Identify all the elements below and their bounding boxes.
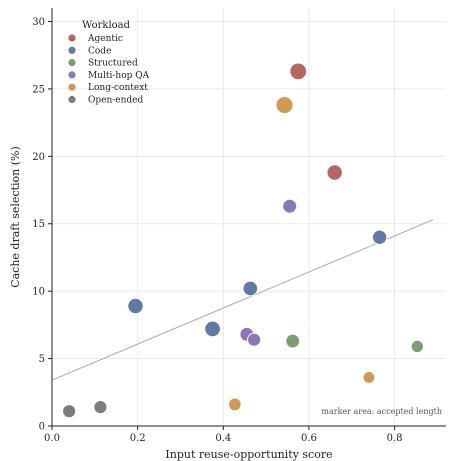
y-tick-label: 0 [39, 422, 45, 433]
ticks: 0.0 0.2 0.4 0.6 0.8 0 5 10 15 20 25 30 [32, 17, 402, 444]
legend-label: Agentic [87, 34, 123, 44]
x-tick-label: 0.2 [130, 433, 146, 444]
point-open-ended-0 [63, 405, 76, 418]
legend-label: Multi-hop QA [88, 71, 150, 81]
point-code-3 [372, 230, 386, 244]
point-agentic-1 [327, 165, 342, 180]
point-long-context-1 [228, 398, 241, 411]
point-multi-hop-qa-2 [283, 199, 297, 213]
x-tick-label: 0.8 [387, 433, 403, 444]
y-axis-label: Cache draft selection (%) [9, 146, 22, 288]
y-tick-label: 10 [32, 287, 45, 298]
legend-marker [68, 71, 75, 78]
legend-marker [68, 84, 75, 91]
point-long-context-0 [276, 97, 293, 114]
point-multi-hop-qa-1 [248, 333, 261, 346]
point-code-1 [205, 321, 221, 337]
legend-marker [68, 47, 75, 54]
point-open-ended-1 [94, 401, 107, 414]
data-points [63, 63, 424, 418]
legend-label: Long-context [88, 83, 148, 93]
legend-label: Structured [88, 59, 138, 69]
point-agentic-0 [290, 63, 307, 80]
y-tick-label: 15 [32, 219, 45, 230]
legend-marker [68, 59, 75, 66]
point-long-context-2 [363, 372, 375, 384]
x-tick-label: 0.6 [301, 433, 317, 444]
marker-size-annotation: marker area: accepted length [321, 407, 442, 416]
legend-label: Code [88, 46, 111, 56]
legend-label: Open-ended [88, 96, 144, 106]
legend-title: Workload [82, 20, 131, 31]
y-tick-label: 5 [39, 354, 45, 365]
y-tick-label: 20 [32, 152, 45, 163]
x-tick-label: 0.0 [44, 433, 60, 444]
point-structured-1 [411, 340, 423, 352]
y-tick-label: 25 [32, 84, 45, 95]
legend-marker [68, 96, 75, 103]
x-tick-label: 0.4 [215, 433, 231, 444]
point-code-0 [128, 298, 143, 313]
legend-marker [68, 34, 75, 41]
point-code-2 [243, 281, 258, 296]
point-structured-0 [286, 334, 300, 348]
y-tick-label: 30 [32, 17, 45, 28]
x-axis-label: Input reuse-opportunity score [165, 448, 332, 461]
